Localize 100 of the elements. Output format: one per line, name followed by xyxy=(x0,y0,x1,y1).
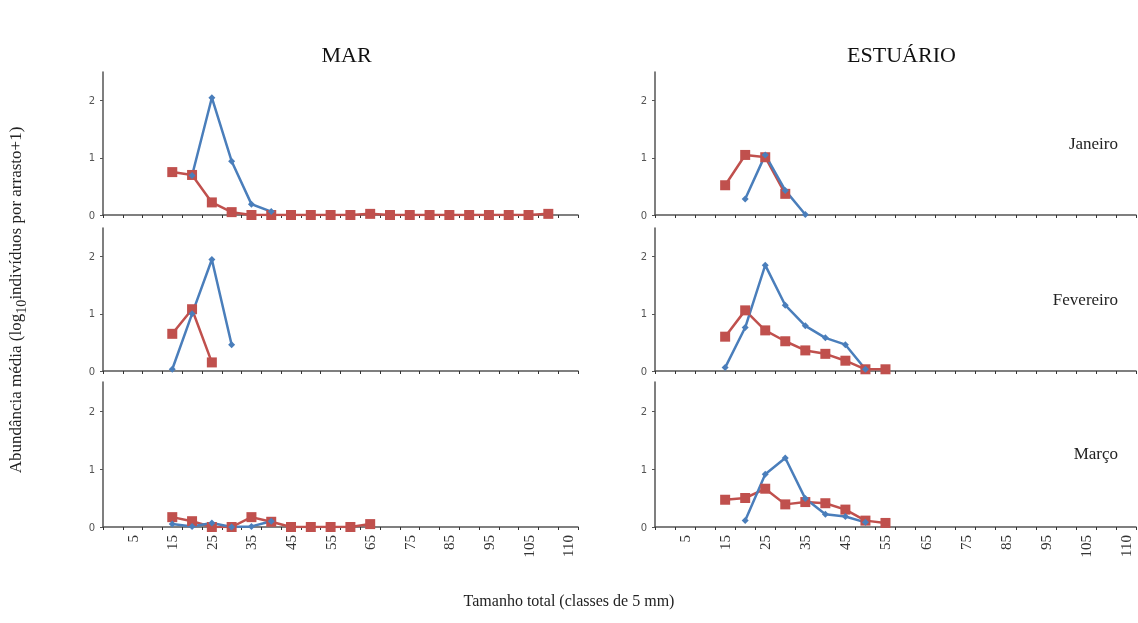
point xyxy=(523,210,534,220)
point xyxy=(760,325,771,336)
annotation: Março xyxy=(1073,443,1119,463)
point xyxy=(305,210,316,220)
x-tick-label: 65 xyxy=(917,535,934,550)
point xyxy=(483,210,494,220)
point xyxy=(781,301,789,309)
point xyxy=(781,186,789,194)
point xyxy=(167,512,178,523)
y-tick-label: 2 xyxy=(640,95,647,107)
point xyxy=(365,519,376,530)
point xyxy=(741,195,749,203)
y-tick-label: 0 xyxy=(640,521,647,533)
point xyxy=(740,149,751,160)
point xyxy=(880,517,891,528)
x-tick-label: 65 xyxy=(362,535,379,550)
point xyxy=(206,197,217,208)
point xyxy=(880,364,891,375)
x-tick-label: 5 xyxy=(677,535,694,543)
point xyxy=(246,512,257,523)
x-tick-label: 15 xyxy=(717,535,734,550)
point xyxy=(325,210,336,220)
point xyxy=(247,200,255,208)
point xyxy=(740,305,751,316)
point xyxy=(228,341,236,349)
point xyxy=(721,364,729,372)
y-tick-label: 2 xyxy=(88,251,95,263)
point xyxy=(503,210,514,220)
point xyxy=(780,336,791,347)
x-tick-label: 15 xyxy=(164,535,181,550)
point xyxy=(246,210,257,220)
x-tick-label: 95 xyxy=(480,535,497,550)
x-tick-label: 45 xyxy=(837,535,854,550)
point xyxy=(168,520,176,528)
x-tick-label: 45 xyxy=(283,535,300,550)
point xyxy=(188,310,196,318)
point xyxy=(384,210,395,220)
point xyxy=(841,513,849,521)
point xyxy=(247,522,255,530)
y-tick-label: 2 xyxy=(88,405,95,417)
point xyxy=(404,210,415,220)
point xyxy=(188,522,196,530)
point xyxy=(760,483,771,494)
y-tick-label: 2 xyxy=(640,251,647,263)
point xyxy=(226,207,237,218)
y-tick-label: 0 xyxy=(640,365,647,377)
point xyxy=(840,504,851,515)
point xyxy=(761,261,769,269)
y-tick-label: 1 xyxy=(640,152,647,164)
y-tick-label: 1 xyxy=(640,308,647,320)
y-tick-label: 0 xyxy=(88,209,95,221)
y-tick-label: 0 xyxy=(88,365,95,377)
x-tick-label: 105 xyxy=(520,535,537,558)
x-tick-label: 95 xyxy=(1037,535,1054,550)
point xyxy=(801,210,809,218)
x-tick-label: 25 xyxy=(203,535,220,550)
x-tick-label: 35 xyxy=(243,535,260,550)
x-tick-label: 55 xyxy=(877,535,894,550)
x-tick-label: 110 xyxy=(560,535,577,557)
x-tick-label: 85 xyxy=(441,535,458,550)
point xyxy=(821,334,829,342)
point xyxy=(720,331,731,342)
point xyxy=(761,470,769,478)
x-tick-label: 85 xyxy=(997,535,1014,550)
point xyxy=(168,365,176,373)
point xyxy=(424,210,435,220)
chart-title: ESTUÁRIO xyxy=(847,41,956,67)
x-tick-label: 105 xyxy=(1077,535,1094,558)
point xyxy=(761,151,769,159)
point xyxy=(780,499,791,510)
y-tick-label: 1 xyxy=(640,463,647,475)
point xyxy=(801,495,809,503)
point xyxy=(841,341,849,349)
point xyxy=(821,510,829,518)
annotation: Janeiro xyxy=(1068,133,1118,153)
point xyxy=(820,348,831,359)
point xyxy=(820,498,831,509)
point xyxy=(167,328,178,339)
point xyxy=(167,167,178,178)
point xyxy=(365,208,376,219)
point xyxy=(464,210,475,220)
x-tick-label: 75 xyxy=(957,535,974,550)
point xyxy=(840,355,851,366)
y-tick-label: 1 xyxy=(88,152,95,164)
point xyxy=(208,519,216,527)
point xyxy=(741,324,749,332)
point xyxy=(208,255,216,263)
point xyxy=(801,322,809,330)
point xyxy=(325,522,336,532)
x-tick-label: 75 xyxy=(401,535,418,550)
x-tick-label: 35 xyxy=(797,535,814,550)
y-tick-label: 1 xyxy=(88,463,95,475)
y-tick-label: 0 xyxy=(88,521,95,533)
y-tick-label: 1 xyxy=(88,308,95,320)
annotation: Fevereiro xyxy=(1052,289,1118,309)
point xyxy=(800,345,811,356)
point xyxy=(740,493,751,503)
point xyxy=(286,522,297,532)
y-tick-label: 2 xyxy=(88,95,95,107)
x-tick-label: 55 xyxy=(322,535,339,550)
